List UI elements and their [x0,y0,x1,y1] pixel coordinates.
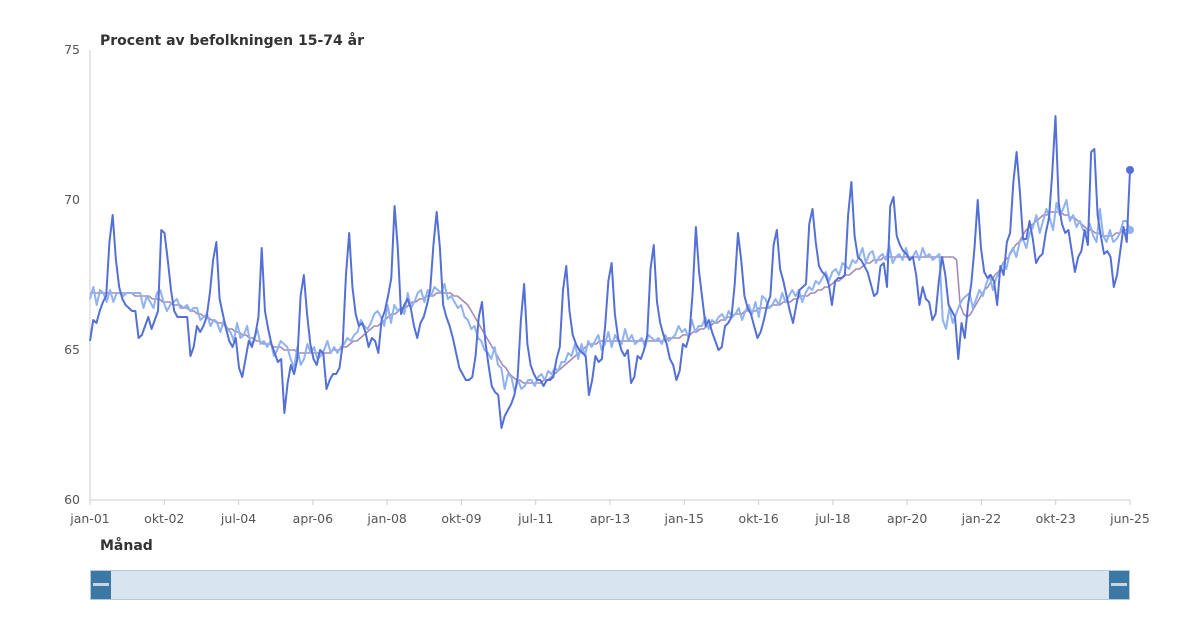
x-tick-label: jan-01 [69,511,109,526]
x-tick-label: jan-08 [366,511,407,526]
x-tick-label: jul-04 [220,511,256,526]
y-axis-ticks: 60 65 70 75 [64,42,80,507]
x-tick-label: okt-02 [144,511,184,526]
x-tick-label: okt-16 [738,511,778,526]
last-point-marker-unadjusted[interactable] [1126,166,1134,174]
x-axis-title: Månad [100,537,153,554]
y-axis-title: Procent av befolkningen 15-74 år [100,32,364,49]
x-axis-ticks: jan-01 okt-02 jul-04 apr-06 jan-08 okt-09 jul-… [69,500,1150,526]
x-tick-label: jul-18 [814,511,850,526]
x-tick-label: jan-15 [664,511,704,526]
series-line-seasonally-adjusted[interactable] [89,199,1131,393]
y-tick-label: 60 [64,492,80,507]
x-tick-label: okt-09 [441,511,481,526]
series-line-unadjusted[interactable] [89,115,1131,429]
navigator-left-handle[interactable] [91,571,111,599]
x-tick-label: apr-20 [887,511,927,526]
y-tick-label: 70 [64,192,80,207]
range-navigator[interactable] [90,570,1130,600]
series-group [89,115,1134,429]
y-tick-label: 65 [64,342,80,357]
x-tick-label: okt-23 [1036,511,1076,526]
x-tick-label: apr-13 [590,511,630,526]
x-tick-label: jan-22 [961,511,1001,526]
grip-icon [93,583,109,586]
x-tick-label: jun-25 [1109,511,1150,526]
navigator-right-handle[interactable] [1109,571,1129,599]
y-tick-label: 75 [64,42,80,57]
x-tick-label: apr-06 [293,511,333,526]
grip-icon [1111,583,1127,586]
x-tick-label: jul-11 [517,511,553,526]
